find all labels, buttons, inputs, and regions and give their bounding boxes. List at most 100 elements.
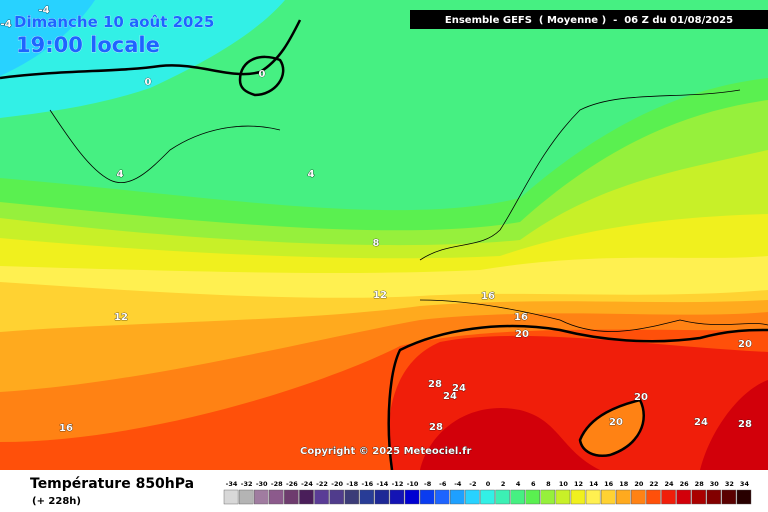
- contour-label: -4: [38, 5, 49, 16]
- twenty-isotherm: [387, 324, 768, 471]
- scale-label: 32: [725, 480, 734, 488]
- scale-label: 18: [619, 480, 629, 488]
- contour-label: 20: [634, 392, 648, 403]
- scale-swatch: [223, 489, 239, 505]
- scale-swatch: [555, 489, 571, 505]
- scale-swatch: [540, 489, 556, 505]
- scale-label: -22: [316, 480, 328, 488]
- scale-label: 6: [531, 480, 536, 488]
- contour-label: -4: [0, 19, 11, 30]
- contour-label: 20: [738, 339, 752, 350]
- band: [700, 380, 768, 470]
- valid-time: 19:00 locale: [16, 33, 160, 57]
- contour-label: 16: [514, 312, 528, 323]
- scale-swatch: [585, 489, 601, 505]
- copyright: Copyright © 2025 Meteociel.fr: [300, 446, 471, 457]
- twenty-isotherm: [578, 398, 645, 457]
- scale-swatch: [419, 489, 435, 505]
- scale-label: 16: [604, 480, 614, 488]
- scale-label: -14: [377, 480, 389, 488]
- contour-label: 24: [452, 383, 466, 394]
- scale-swatch: [314, 489, 329, 505]
- contour-label: 8: [373, 238, 380, 249]
- scale-label: -20: [331, 480, 343, 488]
- contour-label: 16: [481, 291, 495, 302]
- contour-label: 0: [259, 69, 266, 80]
- scale-label: 2: [501, 480, 506, 488]
- contour-label: 4: [117, 169, 124, 180]
- scale-label: -34: [226, 480, 238, 488]
- scale-swatch: [344, 489, 359, 505]
- valid-date: Dimanche 10 août 2025: [14, 13, 214, 31]
- scale-label: -10: [407, 480, 419, 488]
- contour-label: 28: [428, 379, 442, 390]
- scale-swatch: [525, 489, 541, 505]
- scale-label: -32: [241, 480, 253, 488]
- contour-label: 20: [515, 329, 529, 340]
- scale-label: 0: [486, 480, 491, 488]
- scale-swatch: [404, 489, 420, 505]
- scale-swatch: [374, 489, 390, 505]
- scale-swatch: [495, 489, 510, 505]
- scale-swatch: [329, 489, 344, 505]
- scale-label: -12: [392, 480, 404, 488]
- scale-swatch: [631, 489, 646, 505]
- coastline: [49, 109, 281, 183]
- contour-label: 4: [308, 169, 315, 180]
- scale-label: 8: [546, 480, 551, 488]
- scale-label: 30: [710, 480, 720, 488]
- forecast-lead: (+ 228h): [32, 496, 81, 507]
- scale-label: -26: [286, 480, 298, 488]
- scale-label: -4: [454, 480, 462, 488]
- scale-swatch: [299, 489, 314, 505]
- contour-label: 0: [145, 77, 152, 88]
- contours: [0, 19, 768, 471]
- scale-swatch: [570, 489, 586, 505]
- contour-label: 28: [738, 419, 752, 430]
- scale-swatch: [661, 489, 676, 505]
- coastline: [419, 89, 741, 261]
- scale-swatch: [510, 489, 525, 505]
- scale-label: 20: [634, 480, 644, 488]
- band: [0, 0, 285, 118]
- scale-label: 4: [516, 480, 521, 488]
- scale-label: 26: [680, 480, 690, 488]
- contour-label: 16: [59, 423, 73, 434]
- scale-swatch: [676, 489, 691, 505]
- band: [420, 408, 600, 470]
- band: [0, 0, 95, 76]
- scale-swatch: [721, 489, 737, 505]
- scale-label: -24: [301, 480, 313, 488]
- band: [580, 400, 644, 456]
- contour-label: 24: [694, 417, 708, 428]
- scale-label: 22: [649, 480, 658, 488]
- scale-label: 12: [574, 480, 583, 488]
- scale-swatch: [706, 489, 722, 505]
- scale-label: -2: [469, 480, 476, 488]
- scale-label: 28: [695, 480, 705, 488]
- scale-label: 24: [665, 480, 675, 488]
- scale-swatch: [600, 489, 616, 505]
- scale-swatch: [691, 489, 706, 505]
- scale-label: -8: [424, 480, 432, 488]
- contour-label: 12: [373, 290, 387, 301]
- contour-label: 28: [429, 422, 443, 433]
- scale-label: -6: [439, 480, 447, 488]
- scale-swatch: [736, 489, 752, 505]
- zero-isotherm: [238, 55, 285, 97]
- contour-label: 24: [443, 391, 457, 402]
- field-title: Température 850hPa: [30, 476, 194, 492]
- scale-label: -18: [346, 480, 358, 488]
- scale-swatch: [465, 489, 480, 505]
- scale-swatch: [284, 489, 299, 505]
- scale-swatch: [359, 489, 375, 505]
- run-info: Ensemble GEFS ( Moyenne ) - 06 Z du 01/0…: [445, 15, 733, 26]
- temperature-field: [0, 0, 768, 470]
- scale-swatch: [450, 489, 465, 505]
- coastline: [419, 299, 768, 332]
- scale-swatch: [480, 489, 495, 505]
- contour-label: 20: [609, 417, 623, 428]
